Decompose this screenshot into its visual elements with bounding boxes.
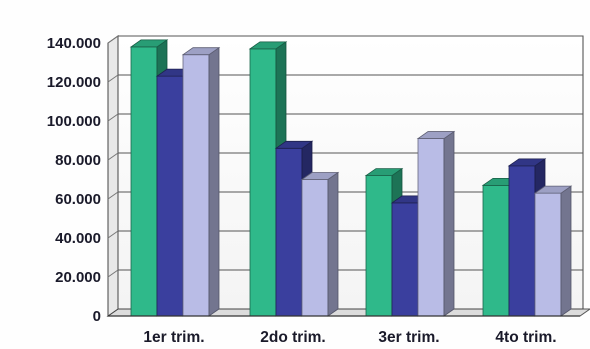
y-tick-label: 120.000	[47, 74, 101, 91]
gridline-side	[107, 74, 119, 83]
bar	[533, 185, 573, 317]
gridline-side	[107, 191, 119, 200]
x-tick-label: 3er trim.	[378, 329, 439, 346]
y-tick-label: 0	[93, 308, 101, 325]
gridline-side	[107, 113, 119, 122]
y-tick-label: 80.000	[55, 152, 101, 169]
gridline-side	[107, 152, 119, 161]
y-tick-label: 20.000	[55, 269, 101, 286]
y-axis: 0 20.000 40.000 60.000 80.000 100.000 120.000 1…	[47, 35, 101, 325]
x-axis: 1er trim. 2do trim. 3er trim. 4to trim.	[108, 315, 580, 346]
gridline-side	[107, 230, 119, 239]
y-tick-label: 40.000	[55, 230, 101, 247]
y-tick-label: 140.000	[47, 35, 101, 52]
y-tick-label: 60.000	[55, 191, 101, 208]
bar	[181, 46, 221, 317]
bars	[129, 39, 573, 317]
x-tick-label: 1er trim.	[143, 329, 204, 346]
x-tick-label: 2do trim.	[260, 329, 325, 346]
x-tick-label: 4to trim.	[495, 329, 556, 346]
bar	[416, 130, 456, 317]
y-tick-label: 100.000	[47, 113, 101, 130]
bar	[300, 171, 340, 317]
bar	[364, 167, 404, 317]
gridline-side	[107, 269, 119, 278]
gridline-side	[107, 35, 119, 44]
